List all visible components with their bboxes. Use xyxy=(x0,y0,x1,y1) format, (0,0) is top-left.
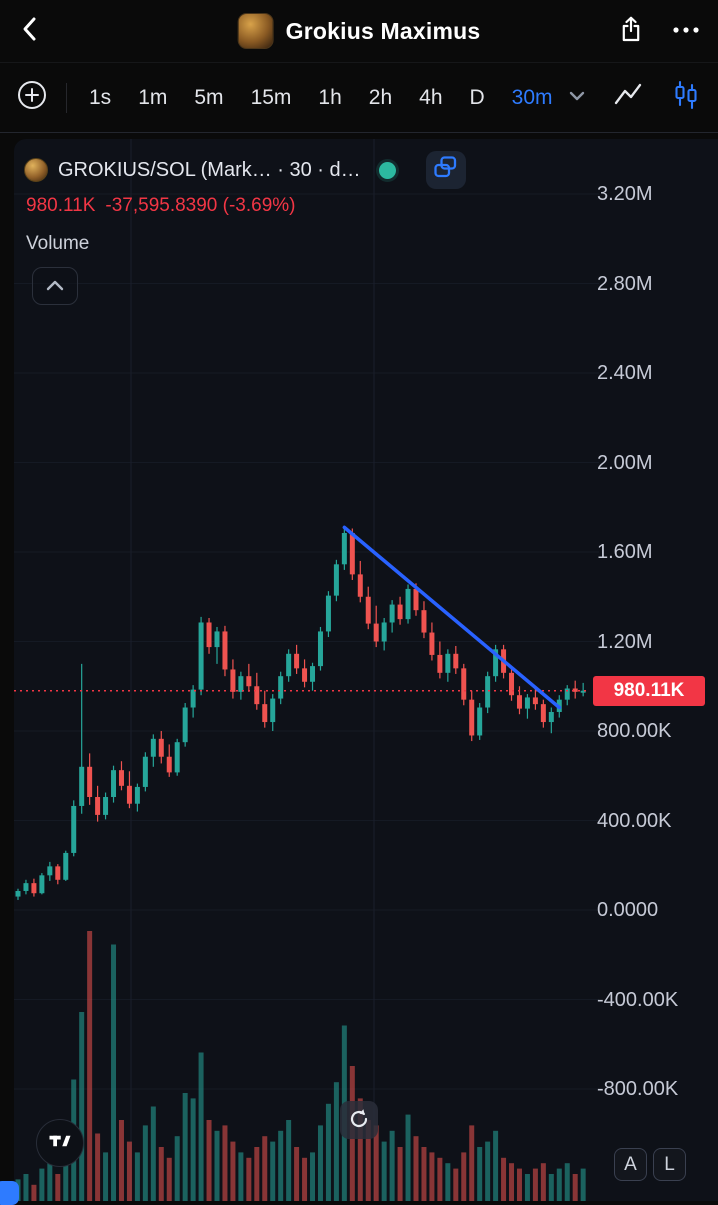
tradingview-logo[interactable] xyxy=(36,1119,84,1167)
timeframe-dropdown-button[interactable] xyxy=(568,89,586,107)
timeframe-15m[interactable]: 15m xyxy=(250,85,292,109)
price-chart[interactable]: GROKIUS/SOL (Mark… · 30 · d… 980.11K -37… xyxy=(14,139,718,1201)
price-change-text: -37,595.8390 (-3.69%) xyxy=(105,195,296,216)
ellipsis-icon xyxy=(672,22,700,40)
back-chevron-icon xyxy=(18,15,42,48)
log-scale-button[interactable]: L xyxy=(653,1148,686,1181)
last-price-badge: 980.11K xyxy=(593,675,705,706)
volume-indicator-label[interactable]: Volume xyxy=(26,233,90,254)
timeframe-4h[interactable]: 4h xyxy=(419,85,443,109)
screenshot-button[interactable] xyxy=(425,151,466,189)
header: Grokius Maximus xyxy=(0,0,718,62)
timeframe-1m[interactable]: 1m xyxy=(138,85,168,109)
plus-circle-icon xyxy=(16,79,48,116)
line-chart-style-button[interactable] xyxy=(612,82,644,113)
price-axis-label: 1.20M xyxy=(597,630,653,653)
price-axis-label: 2.80M xyxy=(597,272,653,295)
refresh-button[interactable] xyxy=(340,1101,378,1139)
timeframe-2h[interactable]: 2h xyxy=(368,85,393,109)
timeframe-list: 1s 1m 5m 15m 1h 2h 4h D 30m xyxy=(89,86,553,110)
chevron-up-icon xyxy=(44,278,66,295)
price-change-row: 980.11K -37,595.8390 (-3.69%) xyxy=(26,195,296,217)
timeframe-1h[interactable]: 1h xyxy=(318,85,342,109)
timeframe-active[interactable]: 30m xyxy=(511,85,553,109)
chart-toolbar: 1s 1m 5m 15m 1h 2h 4h D 30m xyxy=(0,62,718,132)
line-chart-icon xyxy=(612,82,644,113)
live-status-dot xyxy=(378,161,396,179)
symbol-avatar xyxy=(24,158,48,182)
price-axis-label: 0.0000 xyxy=(597,899,659,921)
share-button[interactable] xyxy=(620,16,642,47)
chevron-down-icon xyxy=(568,89,586,107)
share-icon xyxy=(620,16,642,47)
price-axis-label: -800.00K xyxy=(597,1078,679,1100)
token-avatar xyxy=(237,13,274,49)
chart-panel: GROKIUS/SOL (Mark… · 30 · d… 980.11K -37… xyxy=(0,132,718,1205)
page-title: Grokius Maximus xyxy=(237,13,481,49)
chart-legend: GROKIUS/SOL (Mark… · 30 · d… xyxy=(24,151,466,189)
candlestick-icon xyxy=(670,80,702,115)
timeframe-d[interactable]: D xyxy=(469,85,485,109)
add-button[interactable] xyxy=(16,79,48,116)
price-axis-label: 2.00M xyxy=(597,451,653,474)
more-menu-button[interactable] xyxy=(672,22,700,40)
toolbar-divider xyxy=(66,82,67,113)
price-axis-label: 400.00K xyxy=(597,809,672,832)
title-text: Grokius Maximus xyxy=(285,17,481,44)
price-axis-label: 3.20M xyxy=(597,183,653,205)
price-axis-label: -400.00K xyxy=(597,988,679,1011)
price-axis-label: 1.60M xyxy=(597,541,653,563)
timeframe-1s[interactable]: 1s xyxy=(89,85,112,109)
refresh-icon xyxy=(347,1107,371,1134)
tradingview-icon xyxy=(45,1126,75,1161)
collapse-legend-button[interactable] xyxy=(32,267,78,305)
candlestick-chart[interactable] xyxy=(14,139,718,1201)
last-price-text: 980.11K xyxy=(26,195,96,216)
scale-buttons: A L xyxy=(614,1148,686,1181)
timeframe-5m[interactable]: 5m xyxy=(194,85,224,109)
drawing-toolbar-handle[interactable] xyxy=(0,1181,19,1205)
auto-scale-button[interactable]: A xyxy=(614,1148,647,1181)
symbol-title[interactable]: GROKIUS/SOL (Mark… · 30 · d… xyxy=(58,158,361,181)
copy-frames-icon xyxy=(432,154,459,186)
price-axis-label: 2.40M xyxy=(597,362,653,384)
candlestick-style-button[interactable] xyxy=(670,80,702,115)
back-button[interactable] xyxy=(18,11,52,51)
price-axis-label: 800.00K xyxy=(597,720,672,742)
